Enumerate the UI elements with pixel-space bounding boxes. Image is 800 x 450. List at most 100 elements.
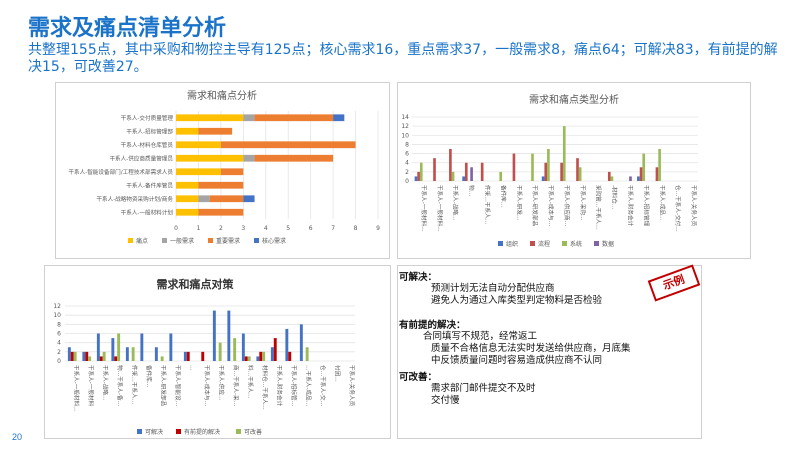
x-category-label: 采购管…干系人… bbox=[595, 185, 603, 230]
legend-label: 流程 bbox=[538, 240, 550, 248]
solvable-heading: 可解决： bbox=[399, 272, 438, 283]
bar bbox=[417, 171, 420, 181]
y-tick-label: 2 bbox=[405, 169, 409, 176]
y-tick-label: 10 bbox=[401, 132, 409, 139]
bar bbox=[531, 153, 534, 181]
x-category-label: …干系人-成品… bbox=[304, 365, 312, 406]
bar bbox=[547, 149, 550, 181]
x-tick-label: 4 bbox=[264, 225, 268, 232]
legend-swatch bbox=[498, 241, 503, 246]
x-category-label: 商…干系人-采… bbox=[232, 365, 240, 406]
x-category-label: 干系人-一般材料… bbox=[72, 365, 80, 412]
conditional-heading: 有前提的解决： bbox=[399, 320, 466, 331]
y-tick-label: 4 bbox=[405, 160, 409, 167]
summary-text: 共整理155点，其中采购和物控主导有125点；核心需求16，重点需求37，一般需… bbox=[28, 42, 778, 75]
y-tick-label: 10 bbox=[53, 312, 61, 319]
bar-segment bbox=[176, 208, 199, 216]
bar bbox=[433, 158, 436, 181]
bar bbox=[125, 347, 129, 361]
bar bbox=[111, 338, 115, 361]
y-tick-label: 6 bbox=[57, 331, 61, 338]
x-category-label: 干系人-智能设… bbox=[174, 365, 182, 406]
bar bbox=[70, 351, 74, 361]
bar bbox=[305, 347, 309, 361]
legend-label: 系统 bbox=[570, 240, 582, 248]
x-category-label: 干系人-供应… bbox=[217, 365, 225, 401]
x-category-label: 干系人-成本与… bbox=[547, 185, 555, 226]
y-category-label: 干系人-备件库管员 bbox=[126, 181, 173, 189]
chart-panel-type-analysis: 需求和痛点类型分析 0 2 4 6 8 10 12 14 干系人-一般材料… 干系人-一般材料… 干系… bbox=[397, 82, 751, 259]
x-category-label: 料…干系人… bbox=[246, 365, 254, 399]
bar bbox=[160, 356, 164, 361]
improvable-item: 交付慢 bbox=[431, 395, 460, 406]
bar bbox=[96, 333, 100, 361]
x-category-label: 干系人-战略… bbox=[101, 365, 109, 401]
demand-pain-chart: 需求和痛点分析 0 1 2 3 4 5 6 7 8 9 干系人-交付质量管理干系人-招标管理部干系人-… bbox=[68, 89, 380, 245]
y-category-label: 干系人-智能设备部门/工程技术部需求人员 bbox=[68, 168, 173, 176]
bar bbox=[578, 167, 582, 181]
x-category-label: 干系人-关务人员 bbox=[690, 185, 698, 227]
type-analysis-chart: 需求和痛点类型分析 0 2 4 6 8 10 12 14 干系人-一般材料… 干系人-一般材料… 干系… bbox=[401, 93, 698, 248]
x-category-label: 干系人-关务人员 bbox=[348, 365, 356, 407]
conditional-item: 中反馈质量问题时容易造成供应商不认同 bbox=[431, 355, 603, 366]
bar-segment bbox=[243, 114, 255, 122]
bar bbox=[114, 356, 118, 361]
y-tick-label: 8 bbox=[57, 321, 61, 328]
y-category-label: 干系人-招标管理部 bbox=[126, 127, 173, 135]
x-category-label: 干系人-财务会计 bbox=[275, 365, 283, 407]
legend-swatch bbox=[594, 241, 599, 246]
legend-swatch bbox=[128, 238, 133, 243]
y-tick-label: 6 bbox=[405, 151, 409, 158]
bar-segment bbox=[254, 114, 334, 122]
bar bbox=[183, 351, 187, 361]
bar-segment bbox=[209, 195, 244, 203]
page-number: 20 bbox=[12, 432, 23, 442]
bar-segment bbox=[254, 154, 334, 162]
bar bbox=[212, 310, 216, 361]
x-tick-label: 7 bbox=[331, 225, 335, 232]
x-category-label: 干系人-一般材料… bbox=[420, 185, 428, 232]
legend-label: 痛点 bbox=[136, 237, 148, 245]
bar-segment bbox=[176, 114, 244, 122]
y-category-label: 干系人-供应商质量管理员 bbox=[109, 154, 173, 162]
x-category-label: 干系人-一般材料… bbox=[436, 185, 444, 232]
bar bbox=[419, 162, 423, 181]
bar bbox=[259, 351, 263, 361]
y-tick-label: 12 bbox=[53, 303, 61, 310]
x-category-label: 干系人-战略… bbox=[452, 185, 460, 221]
bar bbox=[82, 351, 86, 361]
bar-segment bbox=[176, 181, 199, 189]
bar bbox=[512, 153, 516, 181]
legend-swatch bbox=[208, 238, 213, 243]
bar bbox=[67, 347, 71, 361]
bar-segment bbox=[243, 154, 255, 162]
solvable-item: 预测计划无法自动分配供应商 bbox=[431, 283, 555, 294]
y-tick-label: 0 bbox=[405, 178, 409, 185]
bar bbox=[154, 347, 158, 361]
bar bbox=[140, 333, 144, 361]
x-tick-label: 8 bbox=[354, 225, 358, 232]
y-tick-label: 14 bbox=[401, 114, 409, 121]
y-category-label: 干系人-一般材料计划 bbox=[121, 208, 174, 216]
bar-segment bbox=[333, 114, 345, 122]
y-tick-label: 0 bbox=[57, 358, 61, 365]
legend-swatch bbox=[254, 238, 259, 243]
bar-segment bbox=[198, 208, 244, 216]
bar-segment bbox=[198, 195, 210, 203]
bar-segment bbox=[176, 195, 199, 203]
bar-segment bbox=[220, 141, 356, 149]
y-tick-label: 2 bbox=[57, 349, 61, 356]
bar bbox=[117, 333, 121, 361]
legend-label: 重要需求 bbox=[216, 237, 240, 245]
bar bbox=[233, 338, 237, 361]
bar bbox=[88, 356, 92, 361]
legend-label: 一般需求 bbox=[170, 237, 194, 245]
x-category-label: 干系人-招标管… bbox=[290, 365, 298, 406]
chart-title: 需求和痛点类型分析 bbox=[529, 93, 619, 106]
x-category-label: 件采…干系人… bbox=[484, 185, 492, 224]
y-tick-label: 4 bbox=[57, 340, 61, 347]
x-tick-label: 0 bbox=[174, 225, 178, 232]
bar-segment bbox=[198, 127, 233, 135]
x-tick-label: 2 bbox=[219, 225, 223, 232]
bar bbox=[560, 162, 563, 181]
